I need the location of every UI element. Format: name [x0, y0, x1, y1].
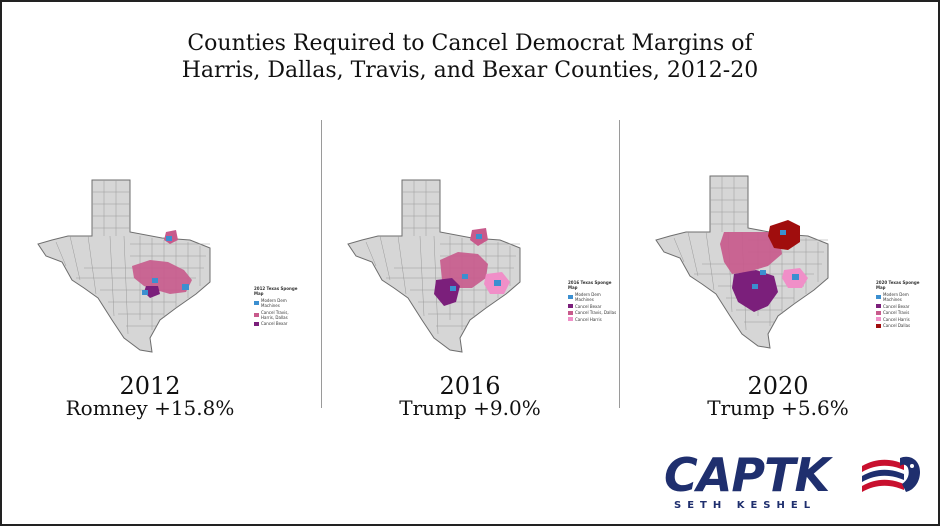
legend-swatch: [568, 304, 573, 308]
legend-item: Modern Dem Machines: [568, 292, 620, 302]
texas-map-2012: [37, 179, 211, 353]
texas-outline: [347, 179, 521, 353]
legend-swatch: [876, 310, 881, 315]
panel-divider: [619, 120, 620, 408]
legend-title: 2016 Texas Sponge Map: [568, 280, 612, 290]
legend-label: Cancel Dallas: [883, 323, 911, 328]
dem-county-dallas: [476, 234, 482, 239]
legend-label: Modern Dem Machines: [883, 292, 909, 302]
dem-county-travis: [152, 278, 158, 283]
map-legend: 2020 Texas Sponge Map Modern Dem Machine…: [876, 280, 928, 330]
logo-subtitle: SETH KESHEL: [674, 500, 817, 511]
legend-swatch: [254, 312, 259, 317]
dem-county-bexar: [450, 286, 456, 291]
panel-2012: 2012 Texas Sponge Map Modern Dem Machine…: [0, 170, 300, 420]
cancel-bexar: [434, 278, 460, 306]
legend-item: Modern Dem Machines: [254, 298, 300, 308]
cancel-bexar: [732, 270, 778, 312]
legend-item: Modern Dem Machines: [876, 292, 928, 302]
dem-county-harris: [792, 274, 799, 280]
legend-swatch: [568, 310, 573, 315]
legend-swatch: [876, 304, 881, 308]
panel-margin: Trump +9.0%: [399, 396, 541, 420]
dem-county-bexar: [752, 284, 758, 289]
panel-year: 2016: [439, 372, 501, 400]
dem-county-harris: [182, 284, 189, 290]
panel-year: 2012: [119, 372, 181, 400]
legend-label: Modern Dem Machines: [575, 292, 601, 302]
legend-item: Cancel Harris: [568, 317, 620, 322]
title-line-1: Counties Required to Cancel Democrat Mar…: [187, 31, 753, 56]
legend-swatch: [876, 323, 881, 328]
dem-county-bexar: [142, 290, 148, 295]
dem-county-harris: [494, 280, 501, 286]
chart-title: Counties Required to Cancel Democrat Mar…: [0, 30, 940, 84]
captk-logo: CAPTK SETH KESHEL: [664, 448, 926, 518]
dem-county-travis: [760, 270, 766, 275]
legend-item: Cancel Travis, Dallas: [568, 310, 620, 315]
legend-item: Cancel Harris: [876, 317, 928, 322]
legend-swatch: [876, 295, 881, 299]
panel-divider: [321, 120, 322, 408]
legend-item: Cancel Bexar: [254, 321, 300, 326]
legend-label: Cancel Harris: [575, 316, 602, 322]
legend-swatch: [254, 301, 259, 305]
legend-label: Cancel Travis: [883, 310, 910, 315]
cancel-travis-harris-dallas: [132, 260, 192, 294]
logo-wordmark: CAPTK: [664, 448, 830, 502]
dem-county-dallas: [166, 236, 172, 241]
legend-swatch: [568, 295, 573, 299]
legend-item: Cancel Dallas: [876, 323, 928, 328]
legend-label: Cancel Bexar: [575, 303, 602, 309]
title-line-2: Harris, Dallas, Travis, and Bexar Counti…: [181, 58, 759, 83]
panel-2020: 2020 Texas Sponge Map Modern Dem Machine…: [628, 170, 928, 420]
legend-title: 2012 Texas Sponge Map: [254, 286, 298, 296]
legend-title: 2020 Texas Sponge Map: [876, 280, 920, 290]
texas-outline: [37, 179, 211, 353]
map-legend: 2016 Texas Sponge Map Modern Dem Machine…: [568, 280, 620, 323]
legend-label: Modern Dem Machines: [261, 298, 287, 308]
legend-label: Cancel Bexar: [261, 321, 288, 326]
panel-2016: 2016 Texas Sponge Map Modern Dem Machine…: [320, 170, 620, 420]
legend-label: Cancel Harris: [883, 316, 910, 322]
legend-swatch: [876, 317, 881, 321]
legend-item: Cancel Travis: [876, 310, 928, 315]
legend-label: Cancel Travis, Harris, Dallas: [261, 309, 289, 320]
texas-map-2020: [655, 175, 829, 349]
map-legend: 2012 Texas Sponge Map Modern Dem Machine…: [254, 286, 300, 328]
panel-margin: Romney +15.8%: [65, 396, 235, 420]
cancel-travis: [720, 232, 782, 274]
dem-county-dallas: [780, 230, 786, 235]
texas-map-2016: [347, 179, 521, 353]
eagle-flag-icon: [862, 456, 920, 492]
legend-label: Cancel Travis, Dallas: [575, 310, 617, 315]
dem-county-travis: [462, 274, 468, 279]
legend-item: Cancel Bexar: [568, 304, 620, 309]
legend-label: Cancel Bexar: [883, 303, 910, 309]
panel-year: 2020: [747, 372, 809, 400]
legend-item: Cancel Travis, Harris, Dallas: [254, 310, 300, 320]
legend-item: Cancel Bexar: [876, 304, 928, 309]
legend-swatch: [568, 317, 573, 321]
panel-margin: Trump +5.6%: [707, 396, 849, 420]
legend-swatch: [254, 321, 259, 326]
